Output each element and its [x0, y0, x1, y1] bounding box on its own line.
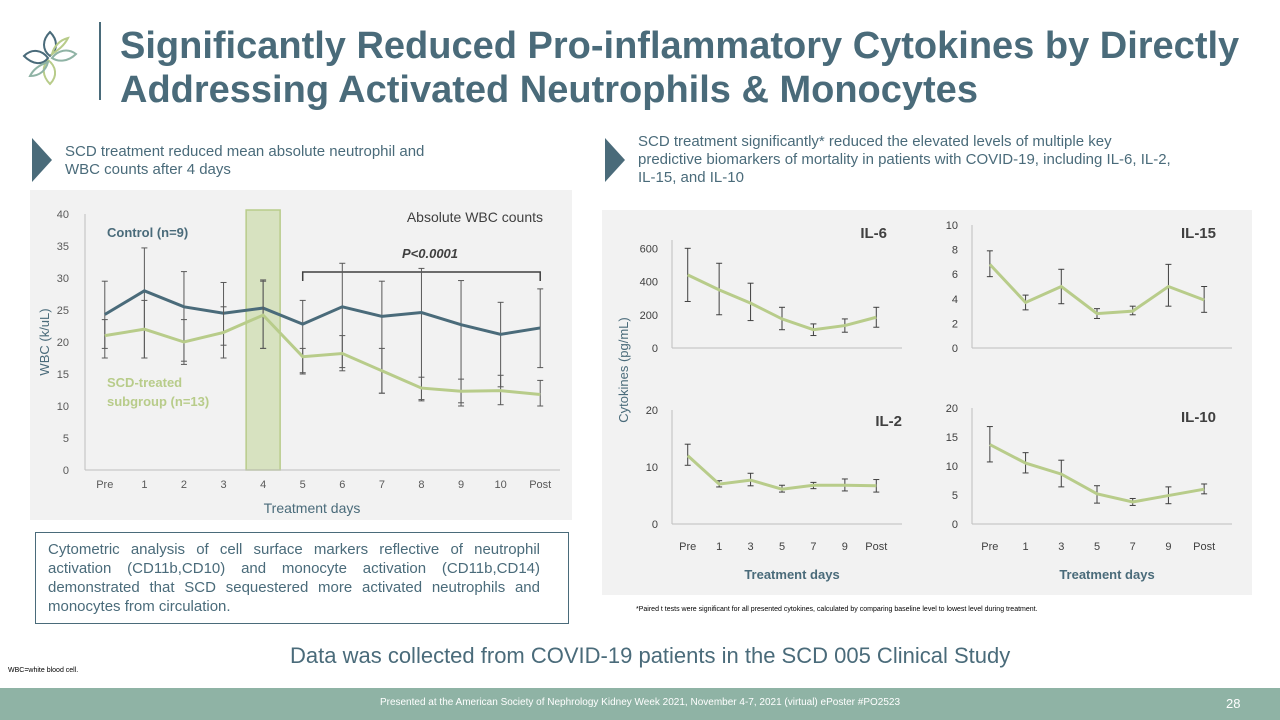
y-tick-label: 10: [946, 220, 958, 232]
x-tick-label: 5: [300, 479, 306, 491]
panel-title: IL-6: [860, 225, 887, 242]
y-tick-label: 0: [63, 465, 69, 477]
x-tick-label: 10: [495, 479, 507, 491]
page-number: 28: [1226, 696, 1241, 711]
page-title: Significantly Reduced Pro-inflammatory C…: [120, 25, 1240, 111]
y-tick-label: 6: [952, 269, 958, 281]
x-tick-label: 3: [1058, 541, 1064, 553]
x-tick-label: Post: [1193, 541, 1215, 553]
y-tick-label: 20: [946, 403, 958, 415]
series-line: [989, 443, 1205, 504]
x-tick-label: 7: [1130, 541, 1136, 553]
x-tick-label: 1: [1023, 541, 1029, 553]
y-tick-label: 30: [57, 273, 69, 285]
x-axis-label: Treatment days: [744, 567, 839, 582]
legend-scd: SCD-treated subgroup (n=13): [107, 375, 209, 409]
y-tick-label: 2: [952, 318, 958, 330]
x-tick-label: 4: [260, 479, 266, 491]
right-subtitle: SCD treatment significantly* reduced the…: [638, 133, 1171, 186]
legend-control: Control (n=9): [107, 225, 188, 240]
x-axis-label: Treatment days: [264, 500, 361, 516]
x-tick-label: Pre: [981, 541, 998, 553]
x-tick-label: 7: [810, 541, 816, 553]
significance-label: P<0.0001: [402, 246, 458, 261]
y-tick-label: 5: [952, 490, 958, 502]
x-tick-label: 5: [779, 541, 785, 553]
cytokine-chart-panel: [602, 210, 1252, 595]
title-divider: [99, 22, 101, 100]
x-tick-label: Pre: [679, 541, 696, 553]
x-tick-label: 6: [339, 479, 345, 491]
y-tick-label: 400: [640, 277, 658, 289]
company-logo: [22, 30, 78, 86]
series-line: [686, 454, 877, 491]
left-arrow-icon: [32, 138, 52, 182]
description-box: [35, 532, 569, 624]
left-subtitle: SCD treatment reduced mean absolute neut…: [65, 143, 425, 178]
scd-series-line: [104, 313, 541, 396]
y-tick-label: 600: [640, 243, 658, 255]
y-tick-label: 0: [952, 519, 958, 531]
y-tick-label: 40: [57, 209, 69, 221]
y-tick-label: 15: [946, 432, 958, 444]
right-arrow-icon: [605, 138, 625, 182]
footer-text: Presented at the American Society of Nep…: [379, 697, 901, 708]
y-tick-label: 5: [63, 433, 69, 445]
description-text: Cytometric analysis of cell surface mark…: [48, 541, 540, 615]
data-source-note: Data was collected from COVID-19 patient…: [290, 643, 1011, 668]
y-tick-label: 0: [952, 343, 958, 355]
x-tick-label: Post: [865, 541, 887, 553]
y-tick-label: 10: [646, 462, 658, 474]
y-tick-label: 0: [652, 519, 658, 531]
y-tick-label: 8: [952, 245, 958, 257]
y-tick-label: 25: [57, 305, 69, 317]
x-tick-label: 3: [220, 479, 226, 491]
x-tick-label: 9: [842, 541, 848, 553]
y-tick-label: 35: [57, 241, 69, 253]
y-tick-label: 0: [652, 343, 658, 355]
x-tick-label: Post: [529, 479, 551, 491]
y-tick-label: 200: [640, 310, 658, 322]
x-tick-label: Pre: [96, 479, 113, 491]
x-tick-label: 2: [181, 479, 187, 491]
x-tick-label: 3: [748, 541, 754, 553]
footnote: *Paired t tests were significant for all…: [636, 606, 1038, 613]
series-line: [988, 263, 1205, 316]
series-line: [687, 273, 877, 332]
control-series-line: [104, 289, 541, 336]
y-tick-label: 20: [646, 405, 658, 417]
y-tick-label: 15: [57, 369, 69, 381]
x-tick-label: 1: [141, 479, 147, 491]
wbc-chart: 0 5 10 15 20 25 30 35 40 Pre 1 2 3 4 5 6 7 8 9 10 Post Treatm…: [37, 209, 560, 516]
x-tick-label: 9: [1165, 541, 1171, 553]
y-tick-label: 20: [57, 337, 69, 349]
x-tick-label: 5: [1094, 541, 1100, 553]
x-tick-label: 1: [716, 541, 722, 553]
panel-title: IL-10: [1181, 409, 1216, 426]
panel-title: IL-2: [875, 413, 902, 430]
chart-title: Absolute WBC counts: [407, 209, 543, 225]
x-tick-label: 8: [418, 479, 424, 491]
x-tick-label: 9: [458, 479, 464, 491]
abbreviation-note: WBC=white blood cell.: [8, 667, 79, 674]
y-tick-label: 10: [946, 461, 958, 473]
panel-title: IL-15: [1181, 225, 1216, 242]
y-axis-label: WBC (k/uL): [37, 308, 52, 375]
x-axis-label: Treatment days: [1059, 567, 1154, 582]
y-tick-label: 4: [952, 294, 958, 306]
x-tick-label: 7: [379, 479, 385, 491]
y-tick-label: 10: [57, 401, 69, 413]
footer-bar: [0, 688, 1280, 720]
y-axis-label: Cytokines (pg/mL): [616, 317, 631, 422]
